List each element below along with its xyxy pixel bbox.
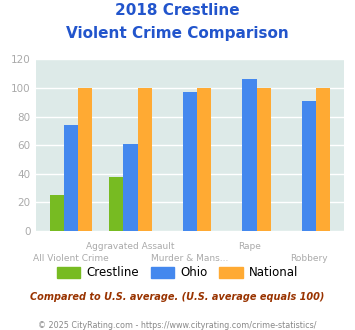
Bar — [197, 88, 211, 231]
Text: Compared to U.S. average. (U.S. average equals 100): Compared to U.S. average. (U.S. average … — [30, 292, 325, 302]
Text: Violent Crime Comparison: Violent Crime Comparison — [66, 26, 289, 41]
Text: Robbery: Robbery — [290, 254, 328, 263]
Bar — [183, 92, 197, 231]
Text: Aggravated Assault: Aggravated Assault — [86, 243, 175, 251]
Bar — [138, 88, 152, 231]
Bar — [302, 101, 316, 231]
Legend: Crestline, Ohio, National: Crestline, Ohio, National — [52, 262, 303, 284]
Text: 2018 Crestline: 2018 Crestline — [115, 3, 240, 18]
Text: All Violent Crime: All Violent Crime — [33, 254, 109, 263]
Bar — [123, 144, 138, 231]
Text: Rape: Rape — [238, 243, 261, 251]
Bar — [257, 88, 271, 231]
Bar — [78, 88, 92, 231]
Text: © 2025 CityRating.com - https://www.cityrating.com/crime-statistics/: © 2025 CityRating.com - https://www.city… — [38, 321, 317, 330]
Bar — [64, 125, 78, 231]
Bar — [109, 177, 123, 231]
Bar — [242, 80, 257, 231]
Bar — [50, 195, 64, 231]
Text: Murder & Mans...: Murder & Mans... — [151, 254, 229, 263]
Bar — [316, 88, 330, 231]
